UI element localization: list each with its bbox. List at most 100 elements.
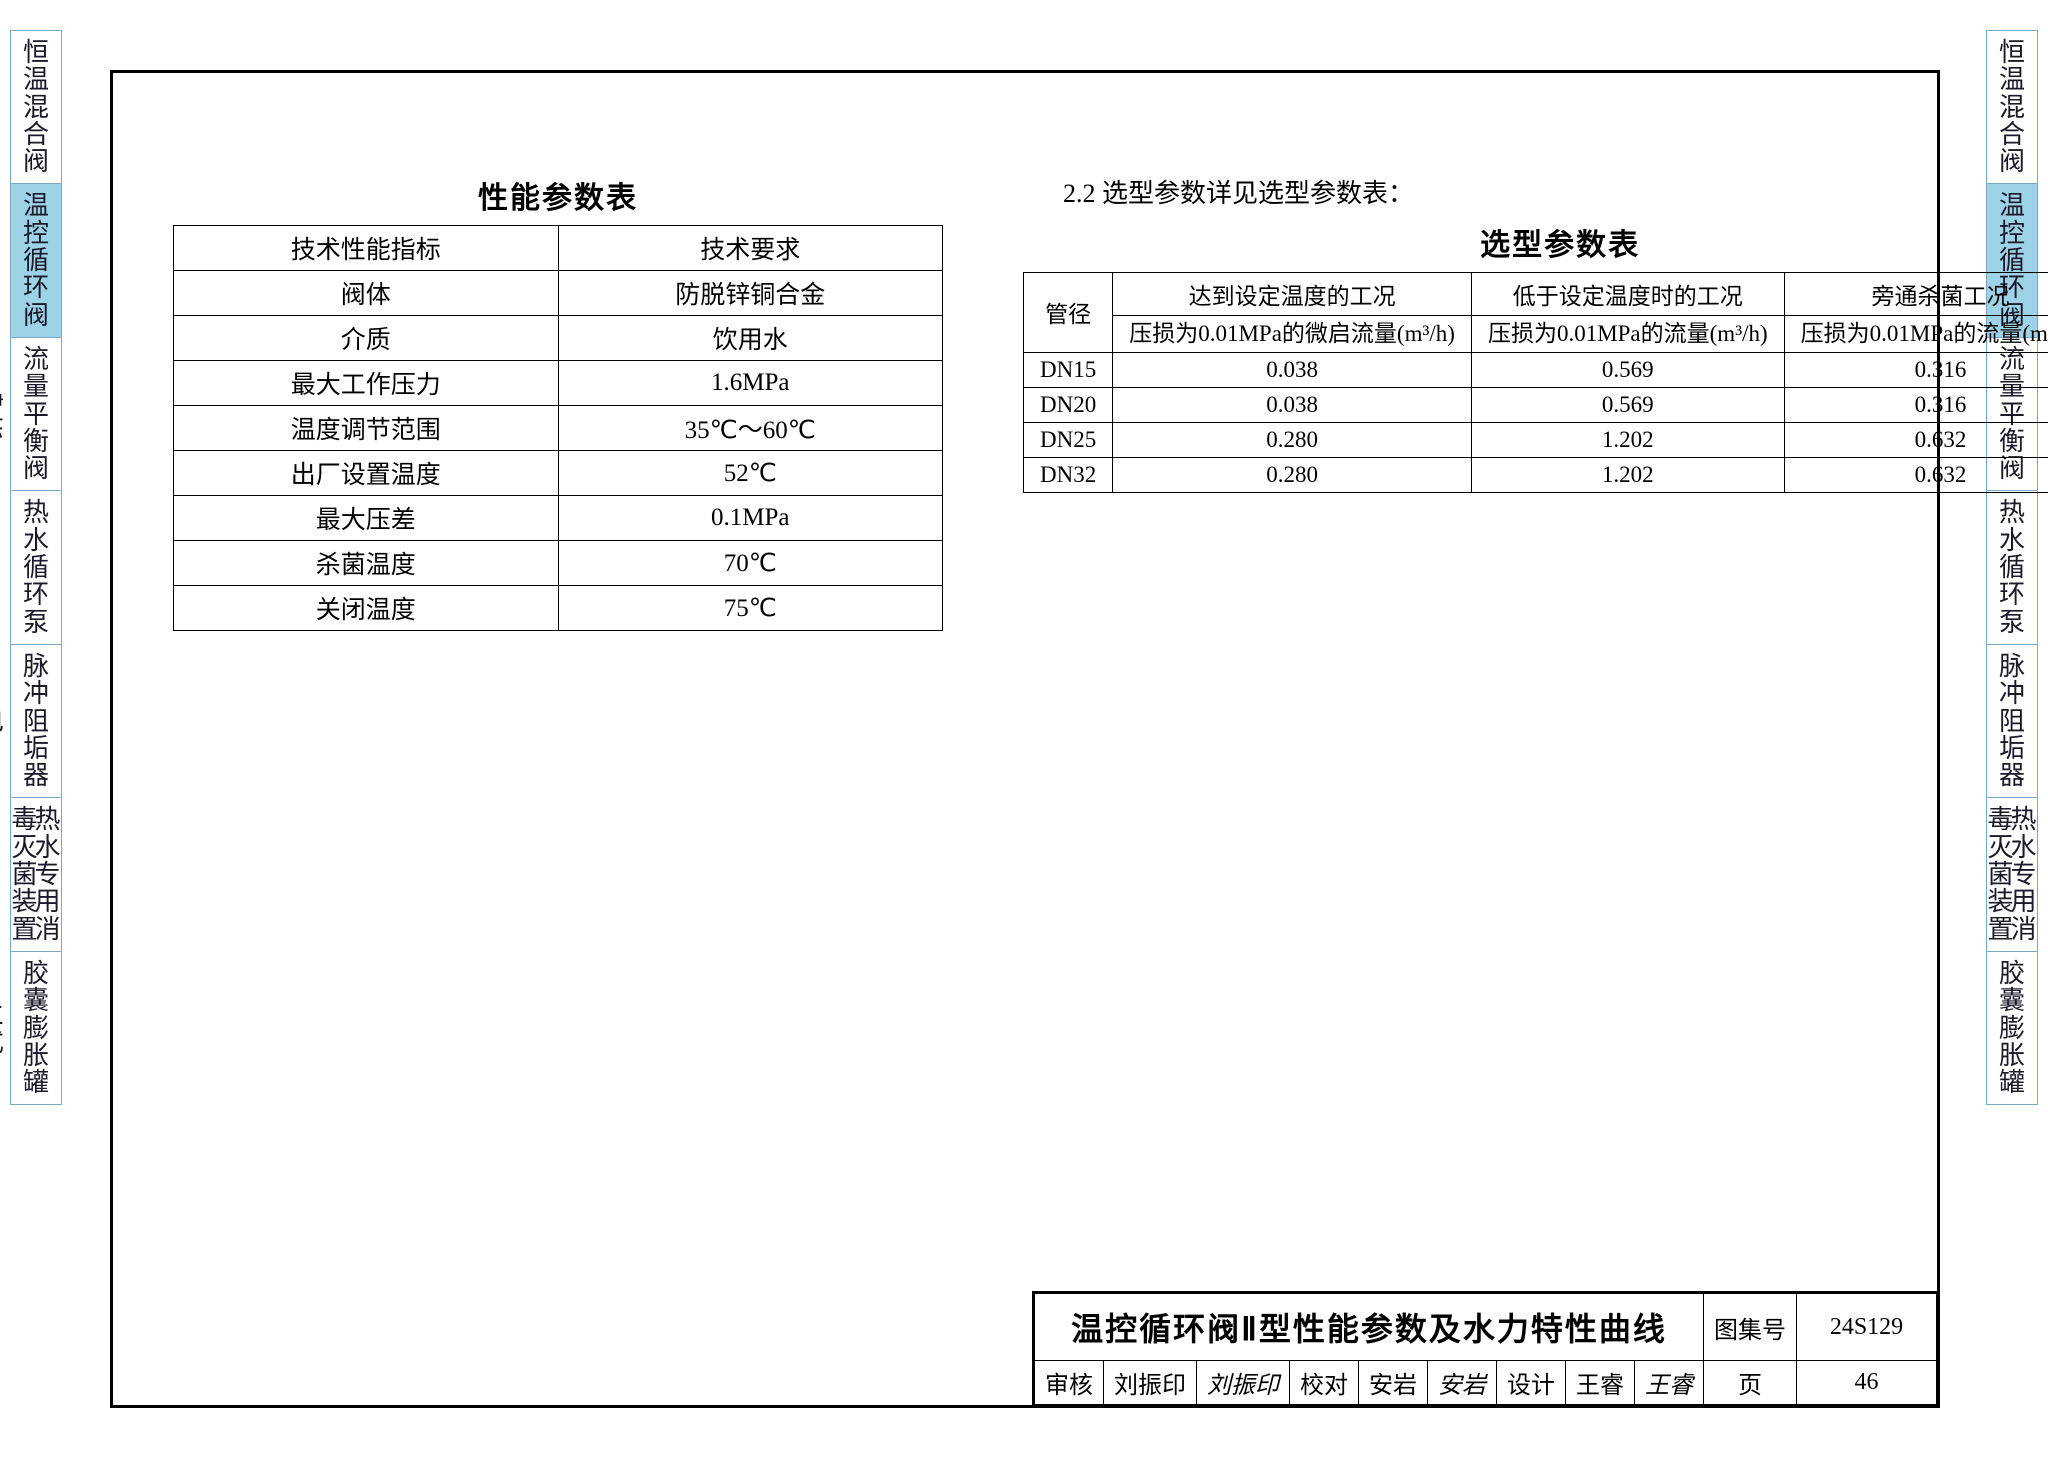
side-tab-col: 温控循环阀 — [13, 192, 59, 328]
reviewer-signature: 刘振印 — [1197, 1361, 1290, 1405]
sel-cell: 0.280 — [1113, 457, 1472, 492]
side-tab-char: 膨 — [23, 1015, 49, 1042]
proofer-name: 安岩 — [1359, 1361, 1428, 1405]
side-tab-char: 专 — [2011, 861, 2037, 888]
side-tab-char: 罐 — [23, 1069, 49, 1096]
side-tab-char: 阀 — [23, 302, 49, 329]
side-tab-char: 温 — [1999, 66, 2025, 93]
perf-cell: 介质 — [174, 316, 559, 361]
sel-group-header: 低于设定温度时的工况 — [1471, 273, 1784, 316]
side-tab-char: 阀 — [1999, 148, 2025, 175]
table-row: 温度调节范围35℃～60℃ — [174, 406, 943, 451]
side-tab[interactable]: 热水循环泵 — [1986, 490, 2038, 643]
side-tab-char: 囊 — [1999, 987, 2025, 1014]
side-tab-col: 热水循环泵 — [1989, 499, 2035, 635]
drawing-title: 温控循环阀Ⅱ型性能参数及水力特性曲线 — [1035, 1294, 1704, 1361]
side-tab-char: 控 — [23, 220, 49, 247]
table-row: 介质饮用水 — [174, 316, 943, 361]
side-tab-char: 垢 — [23, 735, 49, 762]
design-label: 设计 — [1497, 1361, 1566, 1405]
side-tab-char: 脉 — [1999, 653, 2025, 680]
selection-block: 2.2 选型参数详见选型参数表： 选型参数表 管径 达到设定温度的工况 低于设定… — [1023, 173, 2048, 493]
side-tab[interactable]: 脉冲阻垢器电 — [10, 644, 62, 797]
perf-cell: 阀体 — [174, 271, 559, 316]
side-tab-char: 水 — [23, 527, 49, 554]
side-tab[interactable]: 温控循环阀 — [10, 183, 62, 336]
proofer-signature: 安岩 — [1428, 1361, 1497, 1405]
perf-cell: 温度调节范围 — [174, 406, 559, 451]
side-tab[interactable]: 脉冲阻垢器电 — [1986, 644, 2038, 797]
side-tab[interactable]: 恒温混合阀 — [10, 30, 62, 183]
sel-cell: 0.569 — [1471, 387, 1784, 422]
perf-cell: 52℃ — [558, 451, 943, 496]
side-tab-char: 混 — [1999, 94, 2025, 121]
side-tab-col: 恒温混合阀 — [13, 39, 59, 175]
side-tab-col: 胶囊膨胀罐 — [1989, 960, 2035, 1096]
side-tab-char: 胶 — [23, 960, 49, 987]
side-tab-char: 合 — [1999, 121, 2025, 148]
table-row: DN150.0380.5690.316 — [1024, 352, 2048, 387]
table-row: 阀体防脱锌铜合金 — [174, 271, 943, 316]
side-tab-char: 恒 — [23, 39, 49, 66]
drawing-frame: 性能参数表 技术性能指标技术要求阀体防脱锌铜合金介质饮用水最大工作压力1.6MP… — [110, 70, 1940, 1408]
perf-header-cell: 技术要求 — [558, 226, 943, 271]
reviewer-name: 刘振印 — [1104, 1361, 1197, 1405]
side-tab-char: 泵 — [23, 609, 49, 636]
side-tab-char: 消 — [2011, 916, 2037, 943]
side-tab-col: 热水专用消 — [36, 806, 59, 942]
side-tab-char: 泵 — [1999, 609, 2025, 636]
table-row: 最大压差0.1MPa — [174, 496, 943, 541]
sel-cell: DN32 — [1024, 457, 1113, 492]
atlas-number: 24S129 — [1797, 1294, 1937, 1361]
side-tab-char: 量 — [23, 373, 49, 400]
sel-group-header: 达到设定温度的工况 — [1113, 273, 1472, 316]
side-tab-char: 合 — [23, 121, 49, 148]
table-row: DN200.0380.5690.316 — [1024, 387, 2048, 422]
sel-cell: 0.316 — [1784, 387, 2048, 422]
sel-cell: 0.038 — [1113, 352, 1472, 387]
sel-cell: 1.202 — [1471, 422, 1784, 457]
side-tab-char: 脉 — [23, 653, 49, 680]
atlas-label: 图集号 — [1704, 1294, 1797, 1361]
side-tab-char: 垢 — [1999, 735, 2025, 762]
side-tab-char: 用 — [35, 888, 61, 915]
performance-block: 性能参数表 技术性能指标技术要求阀体防脱锌铜合金介质饮用水最大工作压力1.6MP… — [173, 173, 943, 631]
side-tab[interactable]: 流量平衡阀静态 — [10, 337, 62, 490]
side-tab-col: 脉冲阻垢器 — [1989, 653, 2035, 789]
side-tab[interactable]: 热水循环泵 — [10, 490, 62, 643]
side-tab[interactable]: 恒温混合阀 — [1986, 30, 2038, 183]
side-tab-char: 器 — [1999, 762, 2025, 789]
side-tab[interactable]: 毒灭菌装置热水专用消 — [10, 797, 62, 950]
side-tab-char: 水 — [1999, 527, 2025, 554]
side-tab-char: 恒 — [1999, 39, 2025, 66]
side-tab-char: 阻 — [23, 708, 49, 735]
side-tab-col: 胶囊膨胀罐 — [13, 960, 59, 1096]
title-block: 温控循环阀Ⅱ型性能参数及水力特性曲线 图集号 24S129 审核 刘振印 刘振印… — [1032, 1291, 1937, 1405]
side-tab[interactable]: 胶囊膨胀罐立式 — [10, 951, 62, 1105]
side-tab-char: 混 — [23, 94, 49, 121]
side-tab-char: 膨 — [1999, 1015, 2025, 1042]
side-tab-char: 水 — [35, 834, 61, 861]
side-tab-char: 温 — [23, 192, 49, 219]
side-tab[interactable]: 毒灭菌装置热水专用消 — [1986, 797, 2038, 950]
sel-cell: DN15 — [1024, 352, 1113, 387]
proof-label: 校对 — [1290, 1361, 1359, 1405]
perf-cell: 出厂设置温度 — [174, 451, 559, 496]
side-tab[interactable]: 胶囊膨胀罐立式 — [1986, 951, 2038, 1105]
side-tab-col: 热水专用消 — [2012, 806, 2035, 942]
table-row: DN250.2801.2020.632 — [1024, 422, 2048, 457]
content-area: 性能参数表 技术性能指标技术要求阀体防脱锌铜合金介质饮用水最大工作压力1.6MP… — [173, 173, 1883, 631]
side-tab-char: 环 — [1999, 581, 2025, 608]
side-tab-char: 循 — [1999, 554, 2025, 581]
page-number: 46 — [1797, 1361, 1937, 1405]
sel-sub-header: 压损为0.01MPa的微启流量(m³/h) — [1113, 316, 1472, 353]
table-row: DN320.2801.2020.632 — [1024, 457, 2048, 492]
table-row: 关闭温度75℃ — [174, 586, 943, 631]
perf-cell: 75℃ — [558, 586, 943, 631]
sel-cell: 0.280 — [1113, 422, 1472, 457]
sel-cell: 0.632 — [1784, 457, 2048, 492]
sel-cell: DN25 — [1024, 422, 1113, 457]
designer-signature: 王睿 — [1635, 1361, 1704, 1405]
side-tab-char: 水 — [2011, 834, 2037, 861]
side-tab-char: 温 — [23, 66, 49, 93]
